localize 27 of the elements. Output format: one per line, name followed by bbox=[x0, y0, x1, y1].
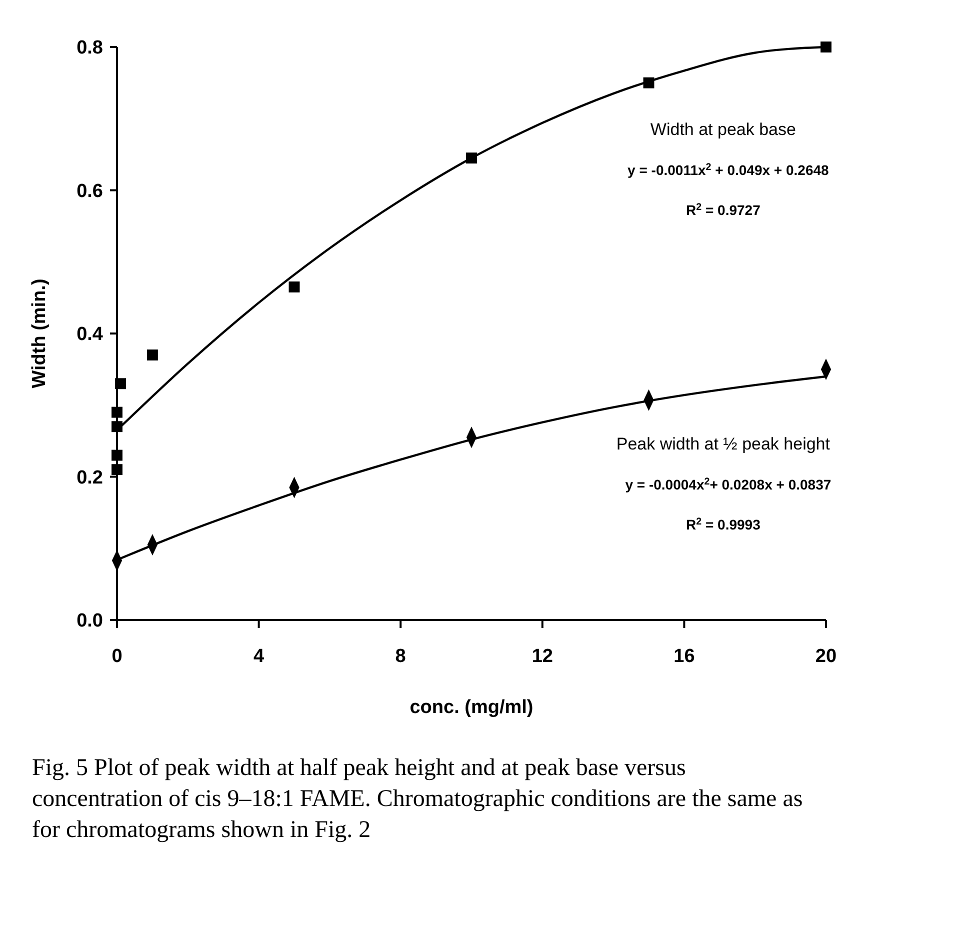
x-tick-label: 4 bbox=[254, 646, 265, 667]
caption: Fig. 5 Plot of peak width at half peak height and at peak base versus concentration of cis 9–18:1 FAME. Chromatographic conditions are the same as for chromatograms shown in Fig. 2 bbox=[32, 755, 803, 843]
x-axis-title: conc. (mg/ml) bbox=[410, 697, 534, 718]
point bbox=[146, 350, 158, 360]
x-tick-label: 8 bbox=[395, 646, 406, 667]
point bbox=[820, 42, 832, 52]
annotation: y = -0.0011x$^{2}$ + 0.049x + 0.2648 bbox=[628, 162, 830, 178]
x-tick-label: 12 bbox=[532, 646, 553, 667]
y-tick-label: 0.2 bbox=[76, 467, 103, 488]
y-axis-title: Width (min.) bbox=[29, 278, 50, 388]
x-tick-label: 20 bbox=[815, 646, 837, 667]
point bbox=[288, 281, 300, 292]
text: Peak width at ½ peak height bbox=[616, 434, 830, 454]
x-tick-label: 16 bbox=[674, 646, 695, 667]
y-tick-label: 0.8 bbox=[76, 38, 103, 59]
x-tick-label: 0 bbox=[112, 646, 122, 667]
annotation: R$^{2}$ = 0.9727 bbox=[686, 202, 761, 218]
point bbox=[112, 464, 122, 476]
y-tick-label: 0.4 bbox=[76, 324, 104, 346]
y-tick-label: 0.6 bbox=[76, 180, 103, 202]
annotation: y = -0.0004x$^{2}$+ 0.0208x + 0.0837 bbox=[625, 476, 832, 492]
series-label: Width at peak base bbox=[650, 120, 796, 139]
y-tick-label: 0.0 bbox=[76, 610, 103, 632]
point bbox=[112, 450, 122, 461]
point bbox=[115, 378, 126, 390]
point bbox=[112, 406, 122, 418]
annotation: R$^{2}$ = 0.9993 bbox=[686, 516, 761, 532]
